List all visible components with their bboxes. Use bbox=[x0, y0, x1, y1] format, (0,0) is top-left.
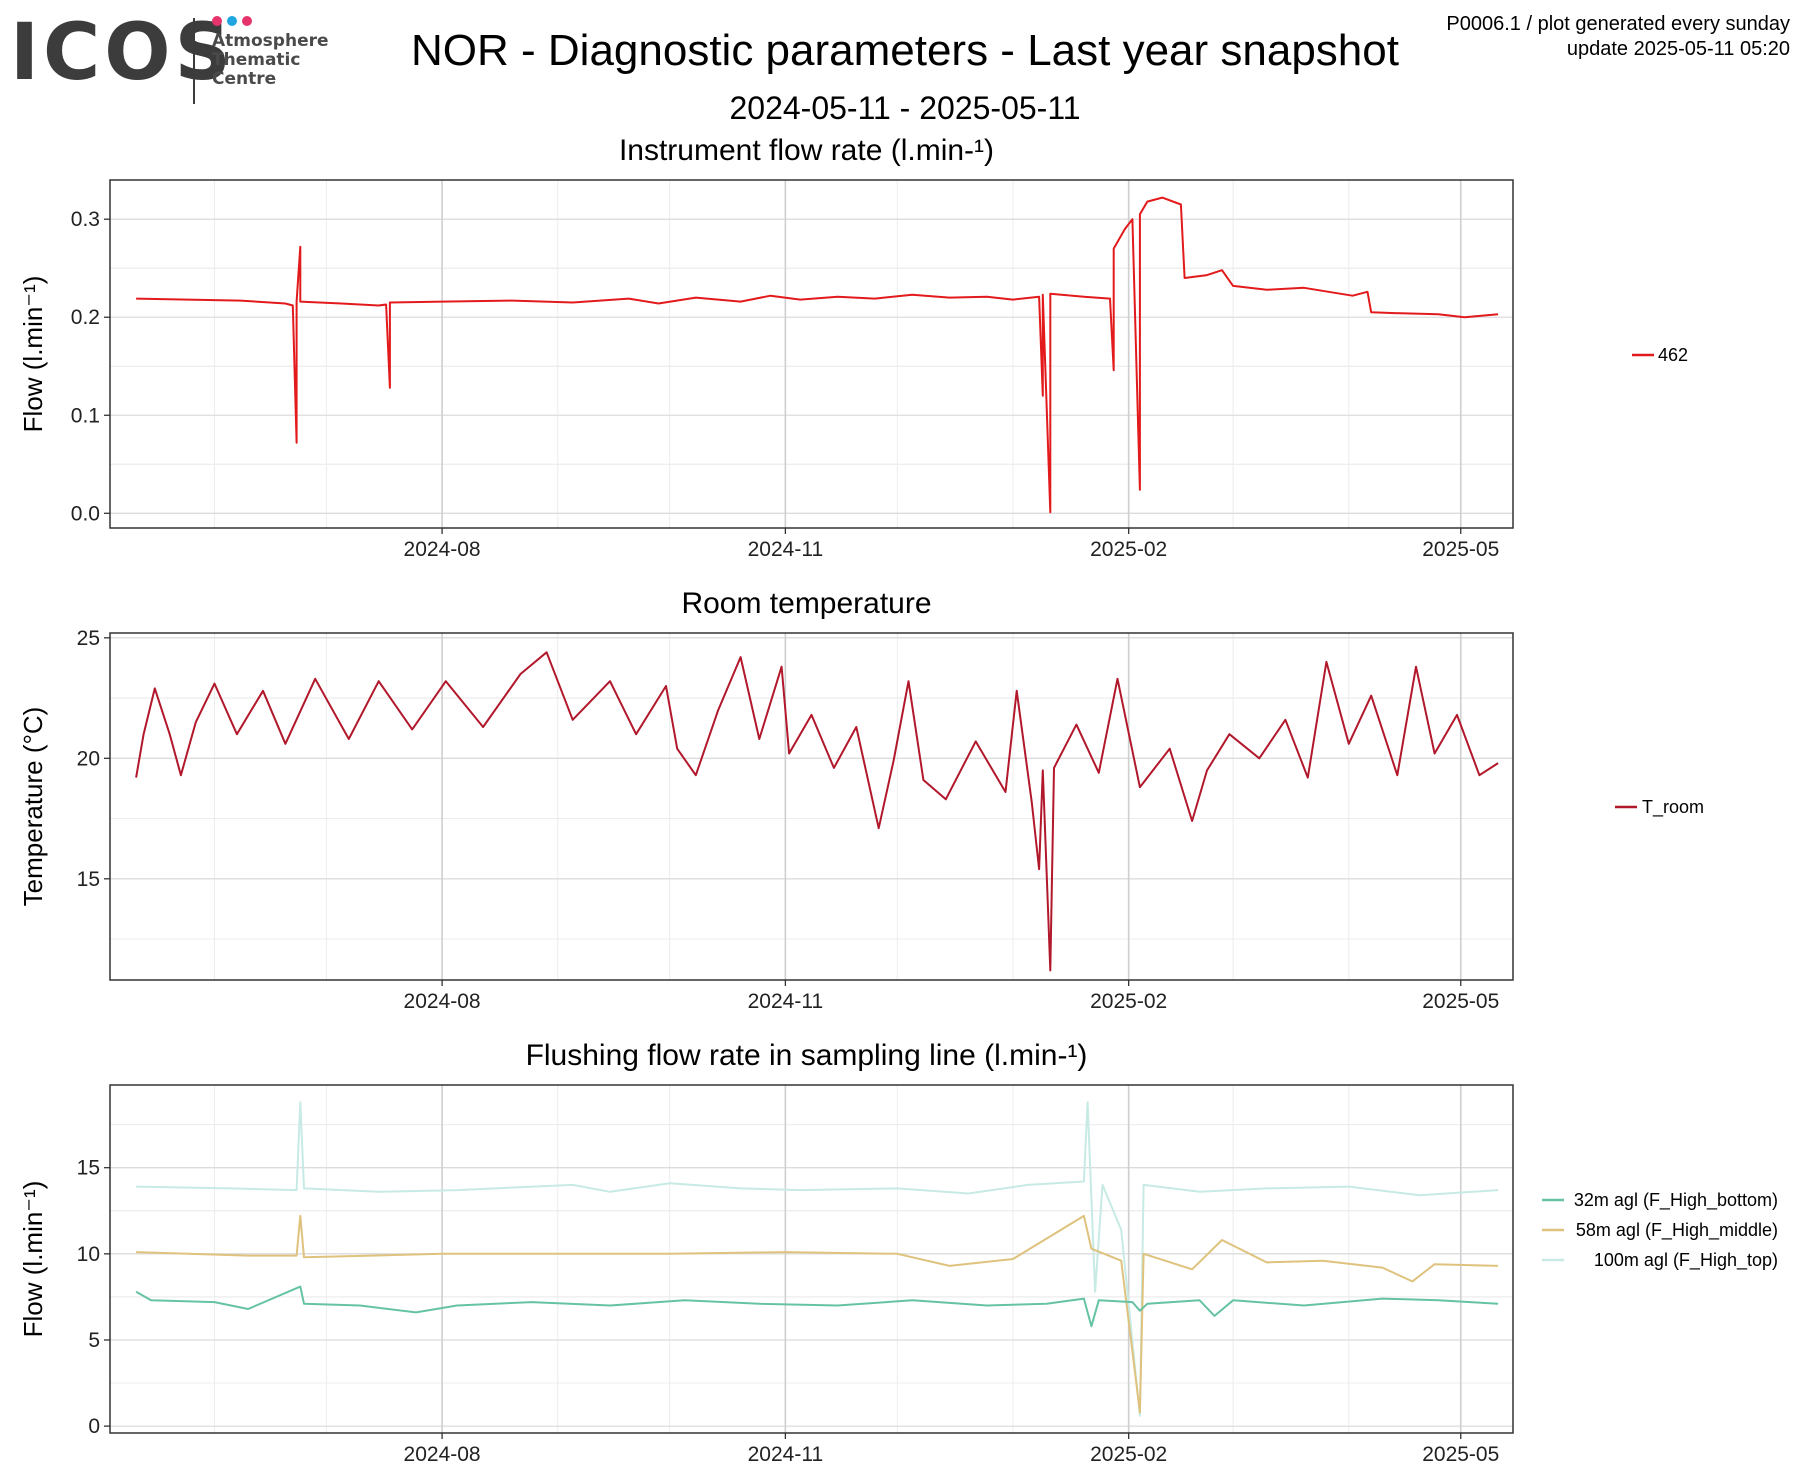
chart-panel: 15 20 25 2024-08 2024-11 2025-02 2025-05 Room t… bbox=[18, 587, 1704, 1013]
x-tick-label: 2024-11 bbox=[748, 1443, 824, 1466]
logo-subtitle: Atmosphere Thematic Centre bbox=[212, 32, 329, 89]
legend-label: 100m agl (F_High_top) bbox=[1594, 1250, 1778, 1271]
logo-dot bbox=[212, 16, 222, 26]
y-tick-label: 0 bbox=[88, 1415, 100, 1438]
panel-title: Instrument flow rate (l.min-¹) bbox=[619, 134, 994, 167]
legend-label: T_room bbox=[1642, 797, 1704, 818]
y-tick-label: 25 bbox=[77, 627, 100, 650]
date-range: 2024-05-11 - 2025-05-11 bbox=[729, 90, 1081, 126]
y-tick-label: 15 bbox=[77, 1157, 100, 1180]
x-tick-label: 2025-05 bbox=[1422, 990, 1499, 1013]
x-tick-label: 2025-05 bbox=[1422, 1443, 1499, 1466]
x-tick-label: 2024-08 bbox=[404, 538, 481, 561]
x-tick-label: 2025-02 bbox=[1090, 990, 1167, 1013]
chart-panel: 0.0 0.1 0.2 0.3 2024-08 2024-11 2025-02 2025-05… bbox=[18, 134, 1688, 561]
logo-subtitle-line: Centre bbox=[212, 69, 277, 89]
plot-frame bbox=[109, 632, 1514, 981]
y-tick-label: 0.0 bbox=[71, 502, 100, 525]
x-tick-label: 2024-11 bbox=[748, 990, 824, 1013]
logo-subtitle-line: Atmosphere bbox=[212, 31, 329, 51]
series-line bbox=[135, 651, 1499, 972]
logo-dot bbox=[227, 16, 237, 26]
y-tick-label: 15 bbox=[77, 868, 100, 891]
update-timestamp: update 2025-05-11 05:20 bbox=[1566, 38, 1790, 60]
logo-dot bbox=[242, 16, 252, 26]
y-tick-label: 20 bbox=[77, 747, 100, 770]
x-tick-label: 2024-11 bbox=[748, 538, 824, 561]
y-tick-label: 0.2 bbox=[71, 306, 100, 329]
x-tick-label: 2025-05 bbox=[1422, 538, 1499, 561]
y-tick-label: 10 bbox=[77, 1243, 100, 1266]
panel-title: Room temperature bbox=[681, 587, 931, 620]
series-line bbox=[135, 1285, 1499, 1328]
plot-metadata: P0006.1 / plot generated every sunday up… bbox=[1446, 12, 1790, 62]
x-tick-label: 2025-02 bbox=[1090, 538, 1167, 561]
series-line bbox=[136, 1214, 1499, 1414]
plot-metadata-line: P0006.1 / plot generated every sunday bbox=[1446, 13, 1790, 35]
plot-frame bbox=[109, 1084, 1514, 1434]
legend-label: 58m agl (F_High_middle) bbox=[1576, 1220, 1778, 1241]
series-line bbox=[136, 1101, 1499, 1417]
chart-panel: 0 5 10 15 2024-08 2024-11 2025-02 2025-05 Flushi… bbox=[18, 1039, 1778, 1466]
x-tick-label: 2025-02 bbox=[1090, 1443, 1167, 1466]
panel-title: Flushing flow rate in sampling line (l.m… bbox=[526, 1039, 1088, 1072]
page-title: NOR - Diagnostic parameters - Last year … bbox=[411, 26, 1399, 75]
y-tick-label: 5 bbox=[88, 1329, 100, 1352]
y-tick-label: 0.1 bbox=[71, 404, 100, 427]
logo-divider bbox=[193, 18, 195, 104]
x-tick-label: 2024-08 bbox=[404, 1443, 481, 1466]
x-tick-label: 2024-08 bbox=[404, 990, 481, 1013]
series-line bbox=[136, 196, 1499, 514]
plot-frame bbox=[109, 179, 1514, 529]
logo-subtitle-line: Thematic bbox=[212, 50, 301, 70]
y-axis-title: Temperature (°C) bbox=[18, 707, 48, 907]
legend-label: 32m agl (F_High_bottom) bbox=[1574, 1190, 1778, 1211]
legend-label: 462 bbox=[1658, 345, 1688, 365]
y-tick-label: 0.3 bbox=[71, 208, 100, 231]
y-axis-title: Flow (l.min⁻¹) bbox=[18, 276, 48, 433]
y-axis-title: Flow (l.min⁻¹) bbox=[18, 1181, 48, 1338]
